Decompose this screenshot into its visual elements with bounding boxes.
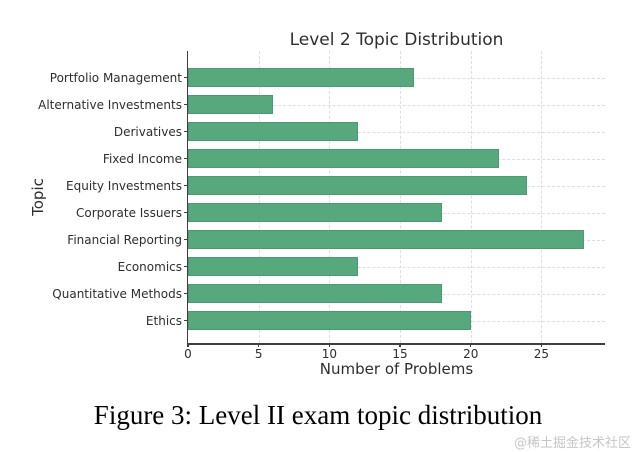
bar [188,149,499,168]
x-tick-label: 20 [463,347,479,361]
bar [188,68,415,87]
plot-area [188,51,605,343]
y-tick-mark [183,184,188,187]
y-tick-label: Financial Reporting [67,232,182,247]
gridline-vertical [329,51,331,343]
y-tick-label: Economics [117,259,182,274]
x-tick-mark [187,343,189,347]
gridline-vertical [541,51,543,343]
bar [188,230,584,249]
watermark: @稀土掘金技术社区 [513,436,631,451]
gridline-vertical [400,51,402,343]
bar [188,311,471,330]
gridline-horizontal [188,266,605,268]
bar [188,122,358,141]
y-tick-labels: Portfolio Management Alternative Investme… [0,51,182,343]
y-tick-mark [183,292,188,295]
y-tick-label: Quantitative Methods [52,286,182,301]
x-tick-label: 0 [184,347,192,361]
y-tick-label: Portfolio Management [49,70,182,85]
x-tick-mark [399,343,401,347]
figure-caption: Figure 3: Level II exam topic distributi… [93,400,543,430]
y-tick-mark [183,157,188,160]
y-tick-mark [183,103,188,106]
gridline-vertical [258,51,260,343]
x-tick-labels: 0 5 10 15 20 25 [0,347,636,363]
topic-distribution-chart: Level 2 Topic Distribution Topic Portfol… [0,30,636,378]
bar [188,284,443,303]
x-tick-mark [328,343,331,347]
y-axis-spine [186,51,188,345]
y-tick-mark [183,238,188,241]
y-tick-label: Equity Investments [66,178,182,193]
y-tick-mark [183,265,188,268]
x-tick-mark [469,343,472,347]
y-tick-mark [183,76,188,79]
x-tick-label: 15 [392,347,408,361]
y-tick-mark [183,130,188,133]
y-tick-mark [183,211,188,214]
bar [188,176,528,195]
x-tick-label: 25 [533,347,550,361]
y-tick-label: Ethics [145,313,182,328]
y-tick-label: Alternative Investments [38,97,182,112]
bar [188,257,358,276]
gridline-horizontal [188,131,605,133]
y-tick-mark [183,319,188,322]
gridline-horizontal [188,104,605,106]
x-tick-mark [540,343,543,347]
x-axis-spine [186,343,605,345]
x-axis-title: Number of Problems [319,360,474,378]
gridline-vertical [470,51,472,343]
y-tick-label: Corporate Issuers [75,205,182,220]
y-tick-label: Derivatives [113,124,182,139]
bar [188,95,273,114]
bar [188,203,443,222]
chart-title: Level 2 Topic Distribution [289,30,504,50]
y-tick-label: Fixed Income [102,151,182,166]
x-tick-mark [257,343,260,347]
x-tick-label: 10 [321,347,337,361]
x-tick-label: 5 [254,347,263,361]
